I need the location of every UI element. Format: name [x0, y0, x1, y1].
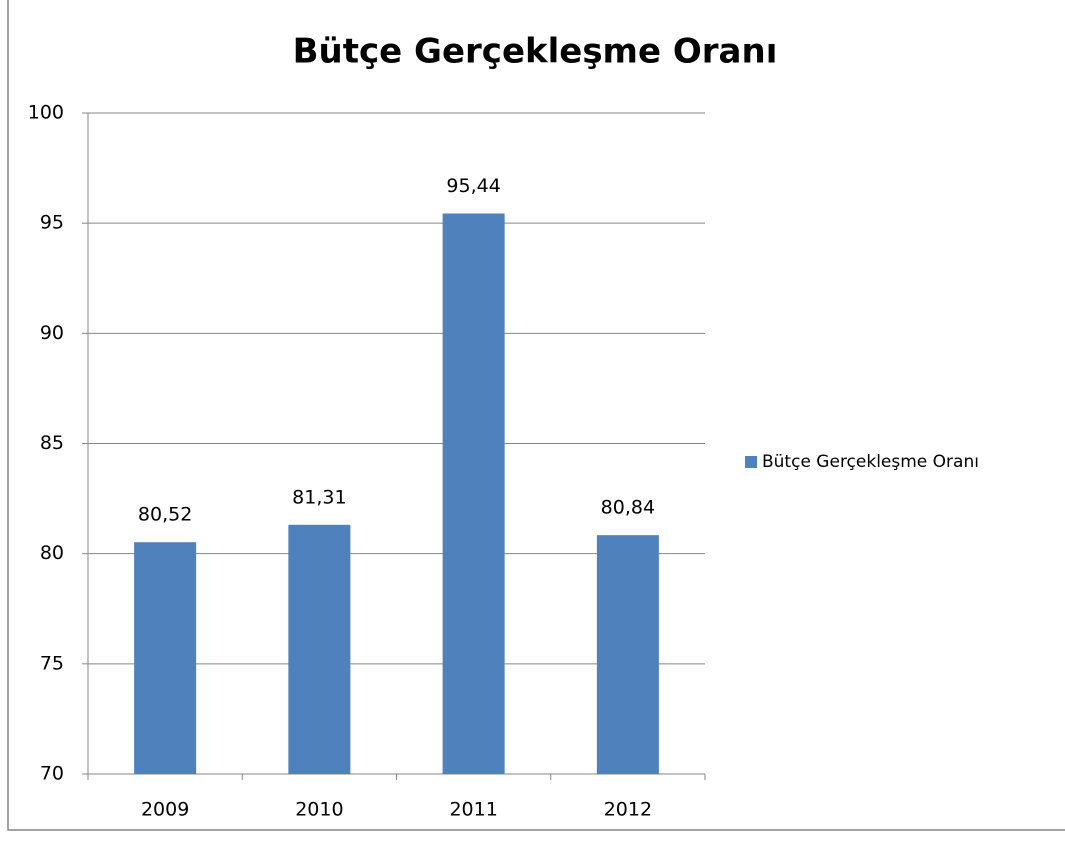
- bar: [442, 213, 505, 775]
- data-label: 80,84: [601, 497, 655, 519]
- bar: [134, 542, 197, 774]
- y-tick-label: 85: [40, 432, 64, 454]
- y-tick-label: 95: [40, 212, 64, 234]
- chart-title: Bütçe Gerçekleşme Oranı: [293, 32, 778, 72]
- x-tick-label: 2011: [449, 799, 497, 821]
- x-tick-label: 2012: [604, 799, 652, 821]
- data-label: 81,31: [292, 486, 346, 508]
- y-tick-label: 80: [40, 542, 64, 564]
- x-tick-label: 2010: [295, 799, 343, 821]
- data-label: 95,44: [446, 175, 500, 197]
- data-label: 80,52: [138, 504, 192, 526]
- x-tick-label: 2009: [141, 799, 189, 821]
- y-tick-label: 90: [40, 322, 64, 344]
- legend-label: Bütçe Gerçekleşme Oranı: [762, 452, 979, 472]
- y-tick-label: 75: [40, 652, 64, 674]
- bar: [596, 535, 659, 774]
- legend-swatch: [745, 456, 757, 468]
- y-tick-label: 100: [28, 102, 64, 124]
- y-tick-label: 70: [40, 763, 64, 785]
- bar: [288, 524, 351, 774]
